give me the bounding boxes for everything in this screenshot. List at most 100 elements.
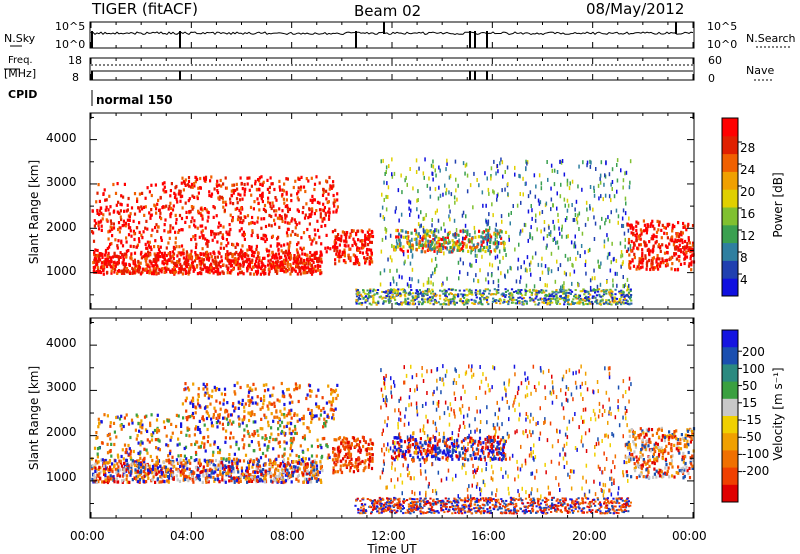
power-cell	[208, 190, 211, 194]
power-cell	[557, 299, 560, 302]
power-cell	[432, 292, 435, 295]
power-cell	[216, 191, 220, 195]
power-cell	[110, 242, 113, 246]
power-cell	[669, 256, 673, 260]
power-cell	[93, 265, 96, 269]
power-cell	[364, 233, 367, 237]
power-cell	[141, 236, 144, 240]
power-cell	[370, 248, 373, 252]
velocity-cell	[184, 475, 188, 479]
power-cell	[142, 230, 145, 234]
power-cell	[263, 256, 266, 260]
power-cell	[431, 297, 434, 300]
power-cell	[447, 299, 450, 302]
power-cell	[586, 160, 589, 165]
power-cell	[437, 240, 440, 244]
power-cell	[301, 252, 304, 256]
power-cell	[534, 297, 537, 300]
power-cell	[335, 208, 338, 212]
power-cell	[179, 189, 182, 193]
power-cell	[449, 246, 452, 250]
power-cell	[207, 239, 210, 243]
power-cell	[334, 258, 337, 262]
velocity-cell	[152, 467, 155, 471]
power-cell	[415, 232, 418, 236]
power-cell	[314, 269, 318, 273]
power-cell	[550, 230, 552, 235]
power-cell	[98, 199, 101, 203]
power-cell	[213, 252, 216, 256]
power-cell	[574, 296, 577, 299]
power-cell	[121, 244, 125, 248]
power-cell	[293, 218, 296, 222]
power-cell	[319, 212, 322, 216]
power-cell	[567, 301, 570, 304]
power-cell	[299, 246, 302, 250]
power-cell	[210, 192, 214, 196]
power-cell	[444, 303, 447, 306]
power-cell	[206, 219, 209, 223]
power-cell	[314, 264, 317, 269]
power-cell	[439, 297, 442, 300]
velocity-cell	[278, 472, 281, 476]
power-cell	[337, 237, 340, 241]
power-cell	[305, 253, 308, 257]
power-cell	[679, 262, 683, 266]
power-cell	[545, 301, 548, 304]
power-cell	[564, 253, 567, 258]
power-cell	[240, 227, 243, 231]
power-cell	[359, 293, 363, 296]
power-cell	[538, 302, 541, 305]
power-cell	[529, 233, 532, 238]
power-cell	[148, 265, 151, 269]
power-cell	[598, 295, 601, 298]
velocity-cell	[109, 465, 112, 469]
power-cell	[194, 245, 198, 250]
power-cell	[407, 292, 410, 295]
power-cell	[635, 236, 638, 240]
velocity-cell	[305, 477, 308, 481]
power-cell	[241, 244, 244, 248]
power-cell	[611, 167, 614, 172]
power-cell	[488, 226, 491, 231]
power-cell	[443, 251, 445, 256]
power-cell	[497, 288, 500, 291]
power-cell	[92, 239, 96, 243]
power-cell	[360, 303, 363, 306]
power-cell	[284, 204, 287, 209]
power-cell	[392, 290, 395, 293]
power-cell	[453, 300, 456, 303]
power-cell	[130, 206, 134, 210]
power-cell	[496, 229, 499, 233]
power-cell	[430, 292, 433, 295]
power-cell	[206, 253, 209, 257]
power-cell	[165, 270, 168, 274]
power-cell	[392, 295, 395, 298]
power-cell	[516, 203, 519, 208]
power-cell	[601, 298, 604, 301]
power-cell	[443, 298, 446, 301]
power-cell	[302, 205, 305, 210]
power-cell	[545, 201, 548, 206]
power-cell	[132, 229, 135, 233]
power-cell	[439, 247, 442, 251]
power-cell	[486, 235, 489, 240]
power-cell	[391, 258, 393, 263]
power-cell	[157, 258, 160, 262]
power-cell	[481, 254, 483, 259]
power-ytick-3000: 3000	[46, 175, 77, 189]
power-cell	[418, 289, 421, 292]
power-cell	[190, 237, 193, 242]
power-cell	[547, 270, 550, 275]
power-cell	[686, 224, 689, 228]
power-cell	[238, 198, 242, 202]
power-cell	[450, 192, 453, 197]
velocity-cell	[204, 469, 207, 473]
power-cell	[248, 222, 251, 226]
power-cell	[441, 290, 444, 293]
power-cell	[189, 209, 192, 213]
power-cell	[470, 298, 473, 301]
velocity-cell	[109, 468, 112, 472]
power-cell	[95, 255, 98, 259]
power-cell	[620, 254, 622, 259]
